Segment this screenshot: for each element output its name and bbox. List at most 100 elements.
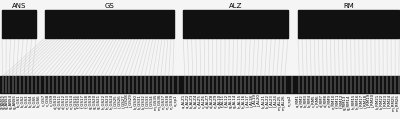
Text: h_AL15: h_AL15 [237,94,241,108]
Text: j_GS29: j_GS29 [129,94,133,108]
Text: c_GS9: c_GS9 [49,94,53,106]
Text: RM: RM [343,3,354,9]
Text: a_RM2: a_RM2 [299,94,303,107]
Text: b_RM4: b_RM4 [307,94,311,107]
Text: a_RM1: a_RM1 [295,94,299,107]
Text: ALZ: ALZ [229,3,242,9]
Text: i_RM17: i_RM17 [359,94,363,108]
Text: f_RM12: f_RM12 [339,94,343,108]
Text: e_ALZ9: e_ALZ9 [213,94,217,108]
Text: h_GS22: h_GS22 [101,94,105,109]
Text: c_ALZ6: c_ALZ6 [201,94,205,108]
Text: d_ALZ7: d_ALZ7 [205,94,209,108]
Text: k_AL22: k_AL22 [265,94,269,108]
Text: m_AL26: m_AL26 [281,94,285,109]
Text: m_RM25: m_RM25 [391,94,395,111]
Text: c_RM5: c_RM5 [311,94,315,107]
Bar [45,10,174,38]
Text: j_GS28: j_GS28 [125,94,129,108]
Text: k_RM22: k_RM22 [379,94,383,109]
Text: b_GS1: b_GS1 [16,94,20,107]
Text: c_GS7: c_GS7 [41,94,45,106]
Text: f_GS16: f_GS16 [77,94,81,108]
Text: a_ALZ1: a_ALZ1 [181,94,185,108]
Text: f_GS18: f_GS18 [85,94,89,108]
Text: g_ANS2: g_ANS2 [2,94,6,109]
Text: g_ANS5: g_ANS5 [12,94,16,109]
Text: d_RM7: d_RM7 [319,94,323,107]
Bar [183,10,288,38]
Text: b_RM3: b_RM3 [303,94,307,107]
Text: i_RM18: i_RM18 [363,94,367,108]
Text: e_RM10: e_RM10 [331,94,335,109]
Text: e_RM9: e_RM9 [327,94,331,107]
Text: b_GS5: b_GS5 [32,94,36,107]
Text: k_AL21: k_AL21 [261,94,265,108]
Text: d_GS11: d_GS11 [57,94,61,109]
Text: f_RM11: f_RM11 [335,94,339,108]
Text: c_ALZ5: c_ALZ5 [197,94,201,108]
Text: n_sp2: n_sp2 [288,94,292,106]
Text: f_GS17: f_GS17 [81,94,85,108]
Text: h_GS24: h_GS24 [109,94,113,109]
Text: n_GS39: n_GS39 [169,94,173,109]
Text: h_GS23: h_GS23 [105,94,109,109]
Text: j_AL20: j_AL20 [257,94,261,107]
Text: k_GS31: k_GS31 [137,94,141,109]
Text: m_RM26: m_RM26 [395,94,399,111]
Text: c_GS8: c_GS8 [45,94,49,106]
Text: i_GS25: i_GS25 [113,94,117,108]
Text: o_sp1: o_sp1 [174,94,178,106]
Text: b_GS3: b_GS3 [24,94,28,107]
Bar [2,10,36,38]
Text: ANS: ANS [12,3,26,9]
Text: e_GS14: e_GS14 [69,94,73,109]
Text: m_AL25: m_AL25 [277,94,281,109]
Text: l_GS34: l_GS34 [149,94,153,108]
Text: d_ALZ8: d_ALZ8 [209,94,213,108]
Text: f_AL12: f_AL12 [225,94,229,107]
Text: k_GS32: k_GS32 [141,94,145,109]
Text: j_RM20: j_RM20 [371,94,375,108]
Text: b_GS6: b_GS6 [36,94,40,107]
Bar [0,76,400,93]
Text: b_GS4: b_GS4 [28,94,32,107]
Text: g_ANS3: g_ANS3 [5,94,9,109]
Text: g_ANS1: g_ANS1 [0,94,3,109]
Text: a_ALZ2: a_ALZ2 [185,94,189,108]
Text: g_RM13: g_RM13 [343,94,347,109]
Text: i_GS26: i_GS26 [117,94,121,108]
Text: g_AL13: g_AL13 [229,94,233,108]
Text: l_RM23: l_RM23 [383,94,387,108]
Text: i_AL18: i_AL18 [249,94,253,107]
Text: g_AL14: g_AL14 [233,94,237,108]
Text: h_RM16: h_RM16 [355,94,359,109]
Text: e_AL10: e_AL10 [217,94,221,108]
Text: g_GS19: g_GS19 [89,94,93,109]
Text: GS: GS [104,3,114,9]
Text: g_RM14: g_RM14 [347,94,351,109]
Bar [298,10,399,38]
Text: d_RM8: d_RM8 [323,94,327,107]
Text: j_RM19: j_RM19 [367,94,371,108]
Text: b_ALZ4: b_ALZ4 [193,94,197,108]
Text: g_GS21: g_GS21 [97,94,101,109]
Text: l_AL24: l_AL24 [273,94,277,107]
Text: n_GS38: n_GS38 [165,94,169,109]
Text: h_AL16: h_AL16 [241,94,245,108]
Text: f_AL11: f_AL11 [221,94,225,107]
Text: b_GS2: b_GS2 [20,94,24,107]
Text: j_AL19: j_AL19 [253,94,257,107]
Text: l_GS33: l_GS33 [145,94,149,108]
Text: i_AL17: i_AL17 [245,94,249,107]
Text: e_GS13: e_GS13 [65,94,69,109]
Text: k_GS30: k_GS30 [133,94,137,109]
Text: l_RM24: l_RM24 [387,94,391,108]
Text: b_ALZ3: b_ALZ3 [189,94,193,108]
Text: g_ANS4: g_ANS4 [9,94,13,109]
Text: h_RM15: h_RM15 [351,94,355,109]
Text: g_GS20: g_GS20 [93,94,97,109]
Text: d_GS12: d_GS12 [61,94,65,109]
Text: i_GS27: i_GS27 [121,94,125,108]
Text: m_GS36: m_GS36 [157,94,161,110]
